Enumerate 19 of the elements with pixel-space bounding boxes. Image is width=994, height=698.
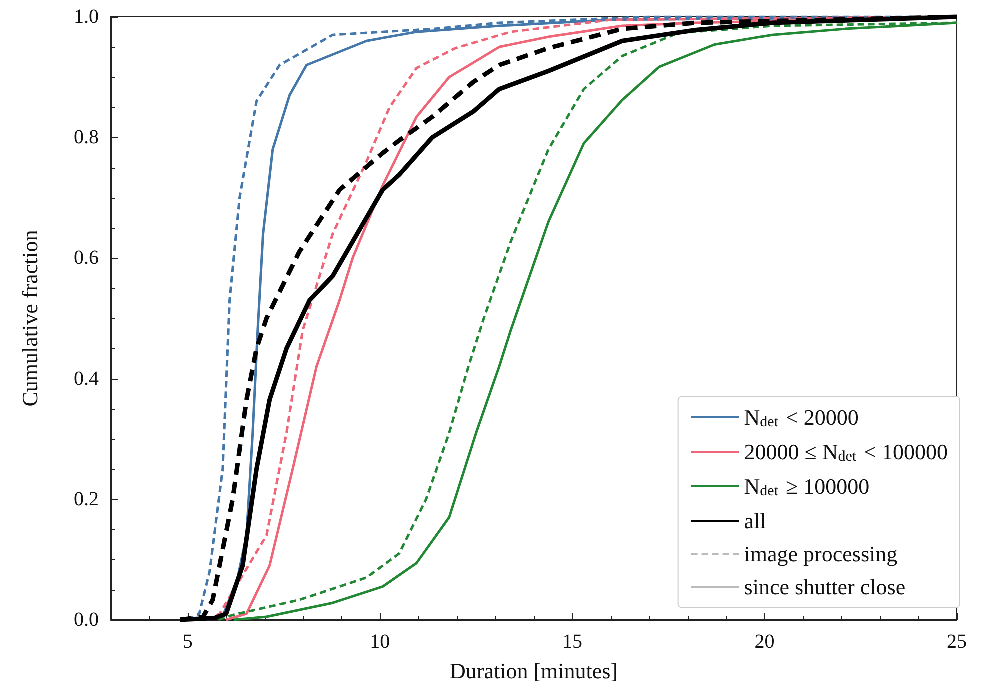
x-tick-label: 25 [947, 631, 967, 653]
x-tick-label: 5 [182, 631, 193, 653]
legend-label: since shutter close [744, 574, 906, 600]
y-tick-label: 0.4 [74, 368, 99, 390]
y-tick-label: 0.8 [74, 126, 99, 149]
legend-label: 20000 ≤ Ndet < 100000 [744, 440, 948, 465]
legend-label: Ndet ≥ 100000 [744, 474, 870, 500]
y-tick-label: 0.2 [74, 488, 99, 510]
x-axis-title: Duration [minutes] [450, 658, 618, 684]
y-tick-label: 0.0 [74, 609, 99, 631]
x-tick-label: 20 [754, 631, 775, 653]
y-tick-label: 1.0 [74, 6, 99, 28]
y-tick-label: 0.6 [74, 247, 99, 270]
y-axis-title: Cumulative fraction [18, 230, 42, 407]
legend-label: Ndet < 20000 [744, 405, 859, 430]
legend-label: all [744, 508, 766, 534]
x-tick-label: 15 [562, 631, 582, 653]
legend-label: image processing [744, 542, 898, 566]
x-tick-label: 10 [370, 631, 390, 653]
